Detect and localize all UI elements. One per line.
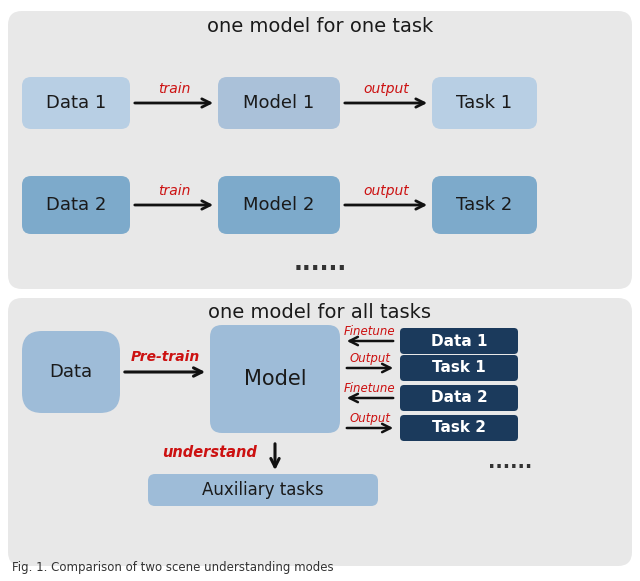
Text: ......: ...... xyxy=(488,454,532,472)
FancyBboxPatch shape xyxy=(210,325,340,433)
Text: Output: Output xyxy=(349,412,390,425)
Text: Fig. 1. Comparison of two scene understanding modes: Fig. 1. Comparison of two scene understa… xyxy=(12,561,333,574)
FancyBboxPatch shape xyxy=(8,11,632,289)
FancyBboxPatch shape xyxy=(400,355,518,381)
FancyBboxPatch shape xyxy=(432,77,537,129)
Text: Data 2: Data 2 xyxy=(431,390,488,406)
FancyBboxPatch shape xyxy=(218,176,340,234)
Text: Data 2: Data 2 xyxy=(46,196,106,214)
Text: Pre-train: Pre-train xyxy=(131,350,200,364)
FancyBboxPatch shape xyxy=(432,176,537,234)
FancyBboxPatch shape xyxy=(22,176,130,234)
Text: Task 2: Task 2 xyxy=(456,196,513,214)
FancyBboxPatch shape xyxy=(400,415,518,441)
Text: Task 1: Task 1 xyxy=(432,360,486,375)
Text: train: train xyxy=(158,184,190,198)
Text: Finetune: Finetune xyxy=(344,382,396,395)
FancyBboxPatch shape xyxy=(148,474,378,506)
Text: Data 1: Data 1 xyxy=(46,94,106,112)
Text: understand: understand xyxy=(162,445,257,460)
FancyBboxPatch shape xyxy=(8,298,632,566)
FancyBboxPatch shape xyxy=(218,77,340,129)
Text: Model: Model xyxy=(244,369,307,389)
Text: Data: Data xyxy=(49,363,93,381)
Text: one model for all tasks: one model for all tasks xyxy=(209,303,431,322)
Text: Output: Output xyxy=(349,352,390,365)
Text: Finetune: Finetune xyxy=(344,325,396,338)
Text: output: output xyxy=(363,82,409,96)
Text: ......: ...... xyxy=(293,251,347,275)
Text: Auxiliary tasks: Auxiliary tasks xyxy=(202,481,324,499)
Text: Task 2: Task 2 xyxy=(432,421,486,436)
Text: one model for one task: one model for one task xyxy=(207,17,433,37)
Text: Task 1: Task 1 xyxy=(456,94,513,112)
FancyBboxPatch shape xyxy=(22,77,130,129)
FancyBboxPatch shape xyxy=(400,328,518,354)
Text: output: output xyxy=(363,184,409,198)
Text: train: train xyxy=(158,82,190,96)
Text: Model 2: Model 2 xyxy=(243,196,315,214)
Text: Model 1: Model 1 xyxy=(243,94,315,112)
FancyBboxPatch shape xyxy=(400,385,518,411)
FancyBboxPatch shape xyxy=(22,331,120,413)
Text: Data 1: Data 1 xyxy=(431,333,487,349)
